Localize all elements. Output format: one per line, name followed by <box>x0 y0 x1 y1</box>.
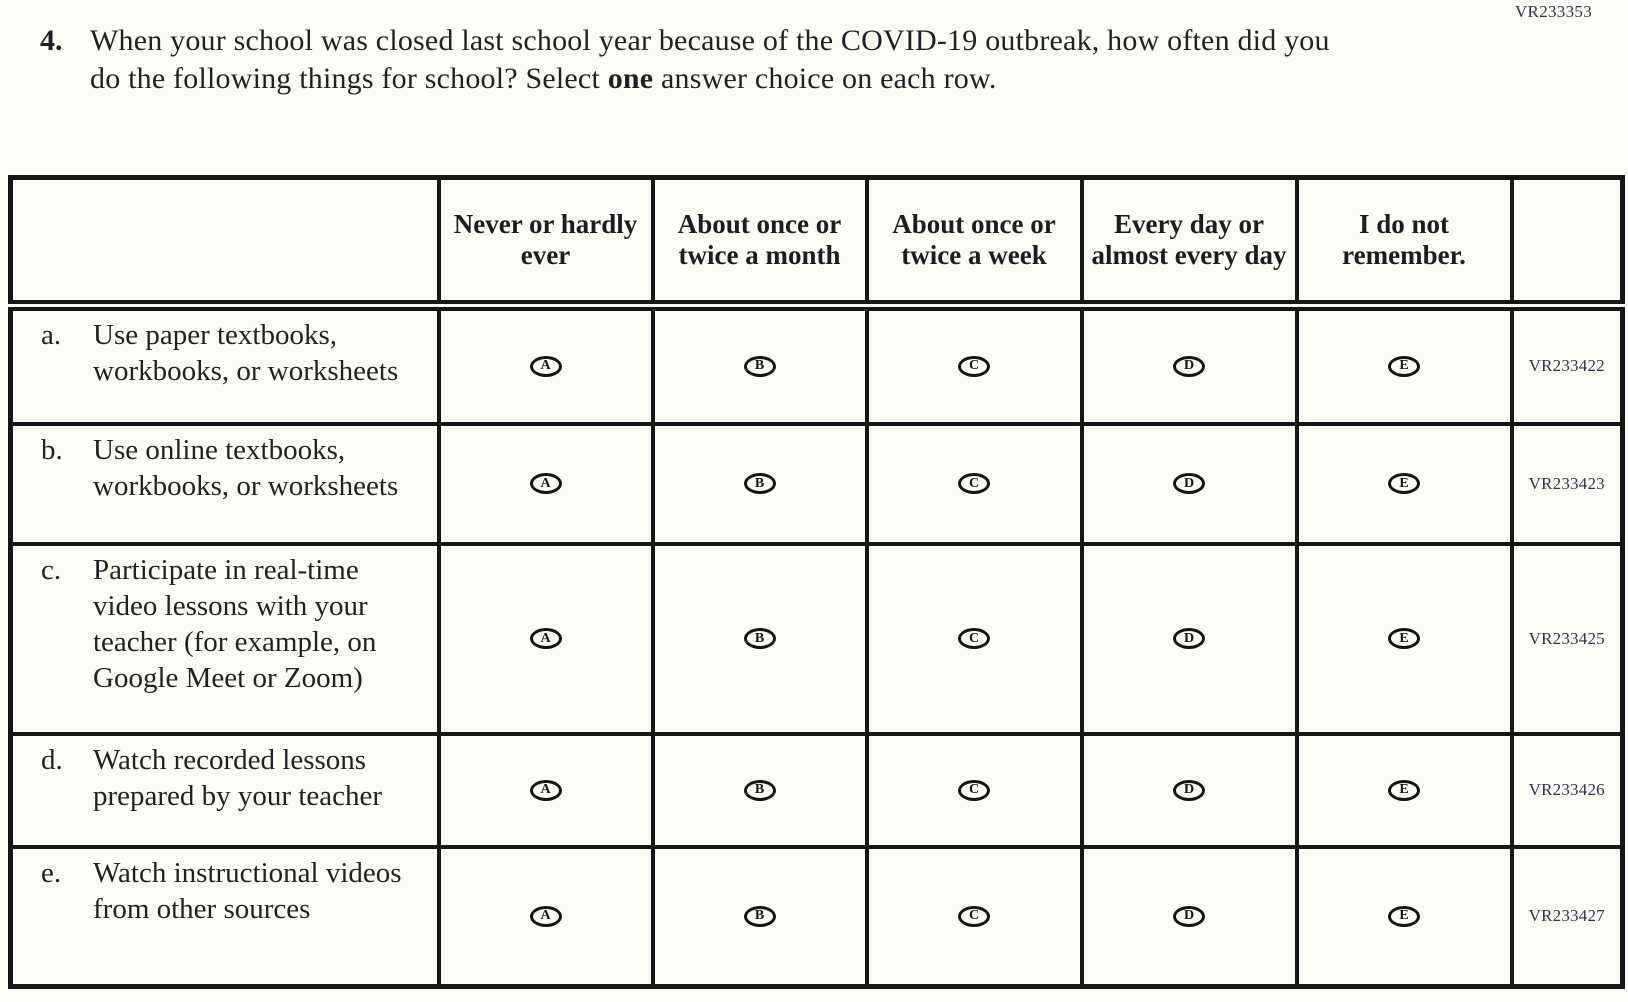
row-b-text: Use online textbooks, workbooks, or work… <box>93 433 399 502</box>
row-d-text: Watch recorded lessons prepared by your … <box>93 743 383 812</box>
bubble-row-c-option-A[interactable]: A <box>529 628 562 649</box>
row-d-letter: d. <box>41 743 63 776</box>
bubble-row-d-option-D[interactable]: D <box>1173 779 1205 801</box>
row-e-cell-every-day: D <box>1079 844 1299 989</box>
row-e-text: Watch instructional videos from other so… <box>93 856 402 925</box>
bubble-row-c-option-E[interactable]: E <box>1388 628 1420 649</box>
row-d-cell-never: A <box>436 731 655 849</box>
row-d-label: d. Watch recorded lessons prepared by yo… <box>8 731 441 849</box>
bubble-row-d-option-E[interactable]: E <box>1388 779 1420 801</box>
row-c-cell-once-month: B <box>650 541 869 736</box>
bubble-row-a-option-E[interactable]: E <box>1388 355 1420 377</box>
column-header-every-day: Every day or almost every day <box>1079 175 1299 311</box>
table-row-c: c. Participate in real-time video lesson… <box>8 541 1625 736</box>
bubble-row-e-option-C[interactable]: C <box>958 905 990 927</box>
column-header-never: Never or hardly ever <box>436 175 655 311</box>
row-b-label: b. Use online textbooks, workbooks, or w… <box>8 421 441 546</box>
row-e-cell-never: A <box>436 844 655 989</box>
header-row: Never or hardly ever About once or twice… <box>8 175 1625 311</box>
row-c-text: Participate in real-time video lessons w… <box>93 553 377 694</box>
bubble-row-a-option-B[interactable]: B <box>743 355 776 377</box>
bubble-row-a-option-C[interactable]: C <box>958 355 990 377</box>
bubble-row-b-option-B[interactable]: B <box>743 473 776 494</box>
row-e-item-code: VR233427 <box>1509 844 1625 989</box>
row-c-cell-not-remember: E <box>1294 541 1514 736</box>
row-d-item-code: VR233426 <box>1509 731 1625 849</box>
table-row-b: b. Use online textbooks, workbooks, or w… <box>8 421 1625 546</box>
answer-grid-table: Never or hardly ever About once or twice… <box>8 175 1625 989</box>
row-a-cell-every-day: D <box>1079 303 1299 426</box>
row-b-cell-never: A <box>436 421 655 546</box>
question-block: 4. When your school was closed last scho… <box>40 22 1380 98</box>
row-e-cell-not-remember: E <box>1294 844 1514 989</box>
bubble-row-a-option-A[interactable]: A <box>529 355 562 377</box>
question-number: 4. <box>40 24 63 57</box>
header-empty-label-cell <box>8 175 441 311</box>
bubble-row-c-option-C[interactable]: C <box>958 628 990 649</box>
question-bold-word: one <box>607 62 654 95</box>
row-c-cell-every-day: D <box>1079 541 1299 736</box>
bubble-row-c-option-B[interactable]: B <box>743 628 776 649</box>
bubble-row-b-option-D[interactable]: D <box>1173 473 1205 494</box>
row-a-item-code: VR233422 <box>1509 303 1625 426</box>
row-c-label: c. Participate in real-time video lesson… <box>8 541 441 736</box>
row-b-cell-not-remember: E <box>1294 421 1514 546</box>
row-e-letter: e. <box>41 856 62 889</box>
table-row-a: a. Use paper textbooks, workbooks, or wo… <box>8 303 1625 426</box>
row-a-cell-not-remember: E <box>1294 303 1514 426</box>
bubble-row-c-option-D[interactable]: D <box>1173 628 1205 649</box>
question-text-start: When your school was closed last school … <box>90 24 1330 95</box>
row-b-letter: b. <box>41 433 63 466</box>
row-b-item-code: VR233423 <box>1509 421 1625 546</box>
table-row-e: e. Watch instructional videos from other… <box>8 844 1625 989</box>
bubble-row-b-option-C[interactable]: C <box>958 473 990 494</box>
row-a-cell-once-month: B <box>650 303 869 426</box>
bubble-row-d-option-A[interactable]: A <box>529 779 562 801</box>
row-e-cell-once-week: C <box>864 844 1084 989</box>
row-a-cell-once-week: C <box>864 303 1084 426</box>
question-text: When your school was closed last school … <box>90 22 1362 98</box>
row-b-cell-once-month: B <box>650 421 869 546</box>
bubble-row-e-option-B[interactable]: B <box>743 905 776 927</box>
row-c-cell-never: A <box>436 541 655 736</box>
bubble-row-d-option-C[interactable]: C <box>958 779 990 801</box>
row-e-label: e. Watch instructional videos from other… <box>8 844 441 989</box>
header-empty-code-cell <box>1509 175 1625 311</box>
bubble-row-e-option-E[interactable]: E <box>1388 905 1420 927</box>
row-a-letter: a. <box>41 319 62 351</box>
column-header-once-week: About once or twice a week <box>864 175 1084 311</box>
row-d-cell-once-week: C <box>864 731 1084 849</box>
row-a-cell-never: A <box>436 303 655 426</box>
bubble-row-b-option-E[interactable]: E <box>1388 473 1420 494</box>
bubble-row-a-option-D[interactable]: D <box>1173 355 1205 377</box>
row-c-item-code: VR233425 <box>1509 541 1625 736</box>
form-code: VR233353 <box>1514 2 1592 21</box>
row-b-cell-once-week: C <box>864 421 1084 546</box>
row-e-cell-once-month: B <box>650 844 869 989</box>
bubble-row-e-option-A[interactable]: A <box>529 905 562 927</box>
row-d-cell-once-month: B <box>650 731 869 849</box>
column-header-once-month: About once or twice a month <box>650 175 869 311</box>
row-d-cell-not-remember: E <box>1294 731 1514 849</box>
row-a-text: Use paper textbooks, workbooks, or works… <box>93 319 399 387</box>
bubble-row-e-option-D[interactable]: D <box>1173 905 1205 927</box>
bubble-row-d-option-B[interactable]: B <box>743 779 776 801</box>
row-c-cell-once-week: C <box>864 541 1084 736</box>
row-c-letter: c. <box>41 553 62 586</box>
row-d-cell-every-day: D <box>1079 731 1299 849</box>
question-text-end: answer choice on each row. <box>653 62 997 95</box>
row-b-cell-every-day: D <box>1079 421 1299 546</box>
bubble-row-b-option-A[interactable]: A <box>529 473 562 494</box>
row-a-label: a. Use paper textbooks, workbooks, or wo… <box>8 303 441 426</box>
column-header-not-remember: I do not remember. <box>1294 175 1514 311</box>
table-row-d: d. Watch recorded lessons prepared by yo… <box>8 731 1625 849</box>
